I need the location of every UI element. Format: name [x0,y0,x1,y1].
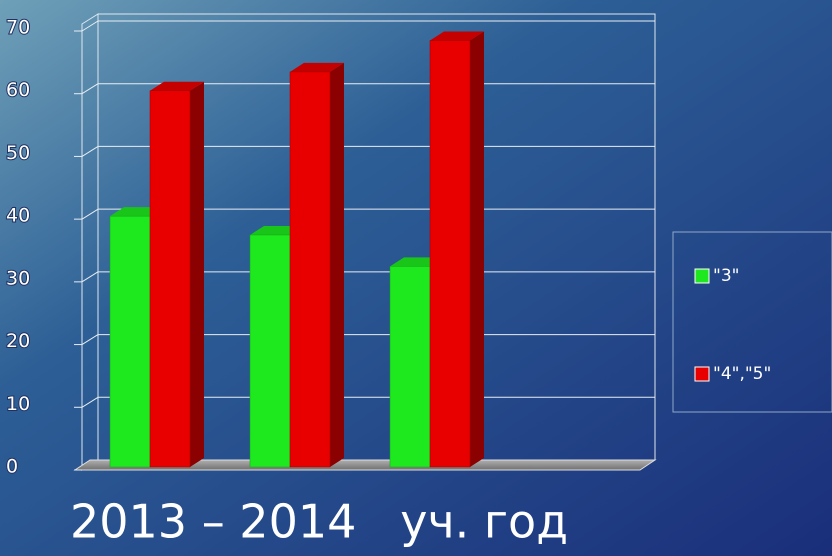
y-tick-label: 30 [6,267,30,289]
bar-front [110,216,150,467]
y-tick-label: 50 [6,142,30,164]
legend-label: "4","5" [713,364,771,384]
bar-side [190,82,204,467]
bar [290,63,344,467]
bar-front [250,235,290,467]
legend-swatch [695,367,709,381]
chart: 0 10 20 30 40 50 60 70 "3" "4","5" 2013 – 2014 уч.… [0,0,832,556]
bar-front [390,266,430,467]
bar-front [290,72,330,467]
bar-front [150,91,190,467]
chart-title: 2013 – 2014 уч. год [70,495,568,549]
bar-front [430,41,470,467]
legend-label: "3" [713,266,739,286]
y-tick-label: 60 [6,79,30,101]
bar [430,32,484,467]
bar-side [330,63,344,467]
bar-side [470,32,484,467]
y-tick-label: 70 [6,17,30,39]
y-tick-label: 20 [6,330,30,352]
legend-swatch [695,269,709,283]
y-tick-label: 0 [6,456,18,478]
bar [150,82,204,467]
y-tick-label: 10 [6,393,30,415]
y-tick-label: 40 [6,205,30,227]
